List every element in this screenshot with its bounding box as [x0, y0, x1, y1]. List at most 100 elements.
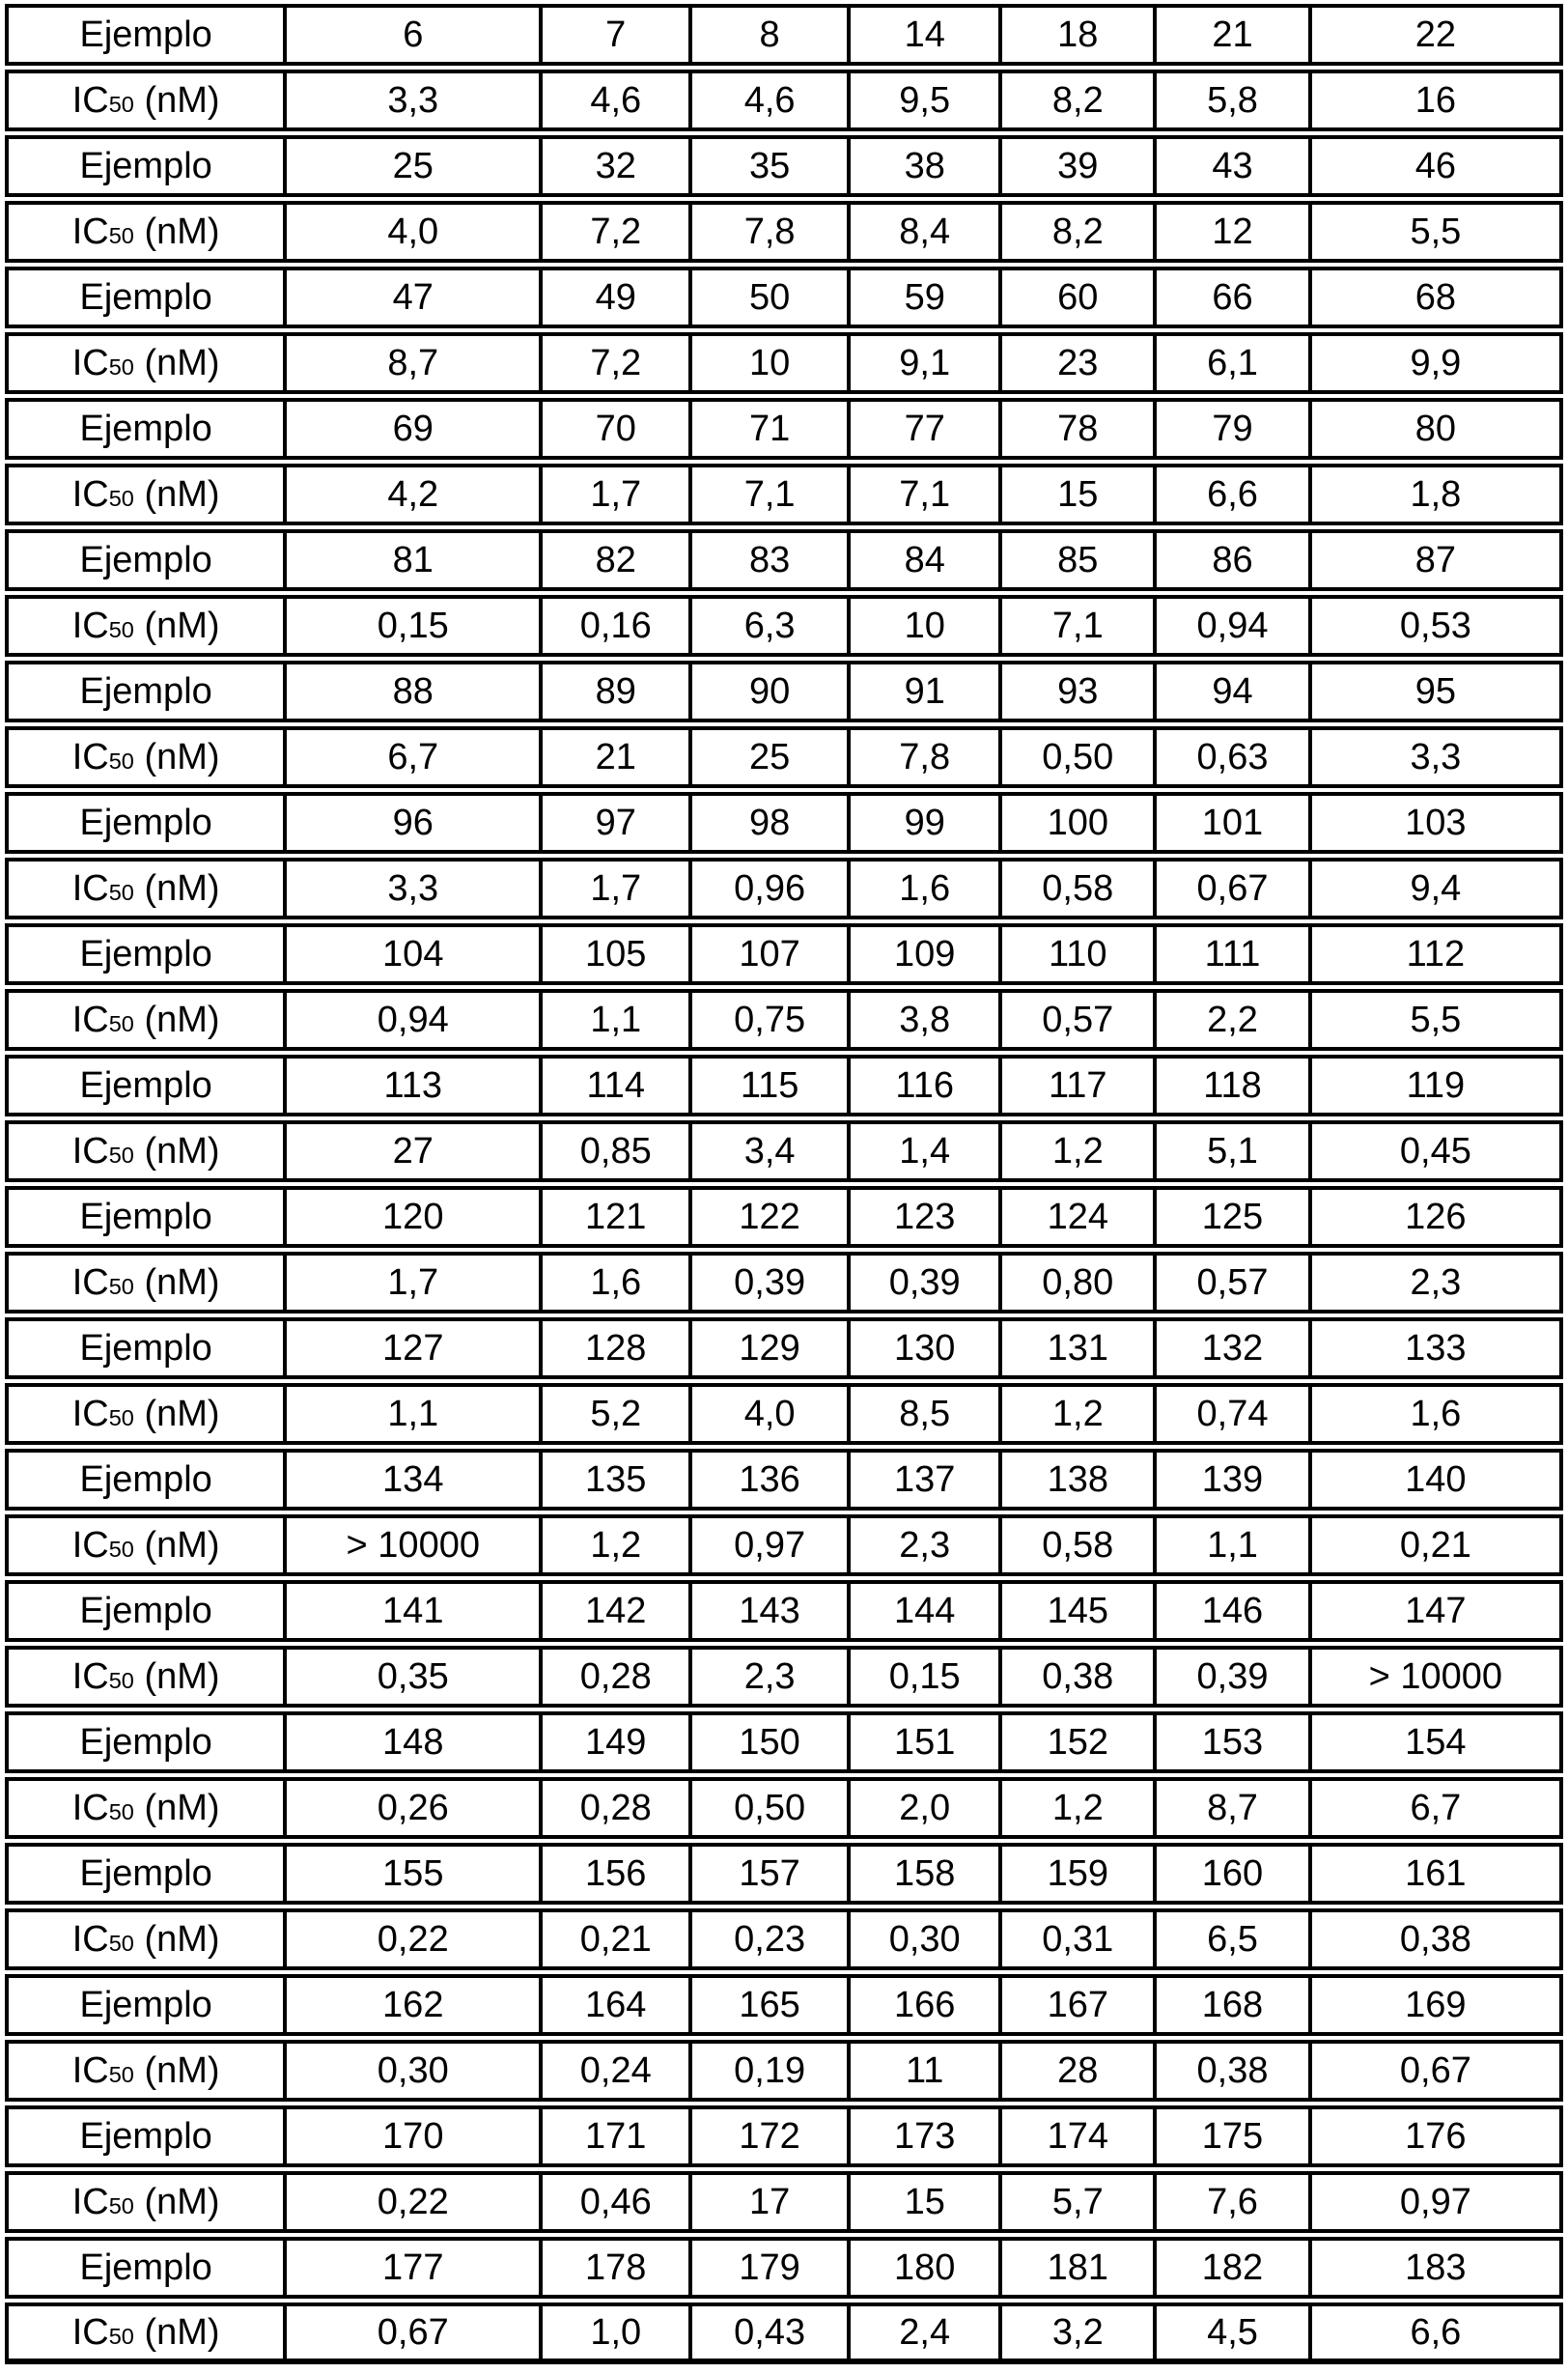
example-row: Ejemplo 127 128 129 130 131 132 133 [5, 1317, 1563, 1379]
ic50-value-cell: 16 [1414, 80, 1456, 121]
example-number-cell: 159 [1002, 1847, 1158, 1901]
ic50-value-cell: 7,2 [543, 205, 693, 259]
ic50-value-cell: 7,1 [1002, 599, 1158, 653]
ic50-value-cell: 1,1 [287, 1387, 544, 1441]
ic50-value-cell: 1,4 [851, 1124, 1003, 1178]
ic50-value-cell: 7,8 [851, 730, 1003, 784]
ic50-value-cell: 0,30 [287, 2044, 544, 2098]
ic50-value-cell: 12 [1157, 205, 1312, 259]
example-number-cell: 80 [1414, 409, 1456, 449]
example-number-cell: 98 [692, 796, 852, 850]
example-number-cell: 93 [1002, 664, 1158, 719]
ic50-label-prefix: IC [71, 606, 109, 646]
example-number-cell: 177 [287, 2241, 544, 2295]
ic50-label-prefix: IC [71, 868, 109, 909]
ic50-row: IC 50 (nM) 0,35 0,28 2,3 0,15 0,38 0,39 > 10000 [5, 1646, 1563, 1708]
example-row: Ejemplo 134 135 136 137 138 139 140 [5, 1449, 1563, 1511]
ic50-value-cell: 0,80 [1002, 1256, 1158, 1310]
ic50-value-cell: 17 [692, 2175, 852, 2229]
example-number-cell: 161 [1405, 1853, 1467, 1894]
example-number-cell: 88 [287, 664, 544, 719]
row-label-ic50: IC 50 (nM) [9, 599, 288, 653]
ic50-value-cell: 0,57 [1002, 993, 1158, 1047]
example-row: Ejemplo 177 178 179 180 181 182 183 [5, 2237, 1563, 2299]
ic50-value-cell: 1,2 [543, 1518, 693, 1572]
row-label-ic50: IC 50 (nM) [9, 730, 288, 784]
ic50-value-cell: 27 [287, 1124, 544, 1178]
example-number-cell: 118 [1157, 1059, 1312, 1113]
ic50-value-cell: 1,2 [1002, 1781, 1158, 1835]
example-number-cell: 168 [1157, 1978, 1312, 2032]
ic50-value-cell: 0,16 [543, 599, 693, 653]
example-number-cell: 140 [1405, 1459, 1467, 1500]
ic50-label-suffix: (nM) [133, 2312, 220, 2353]
ic50-label-suffix: (nM) [133, 2050, 220, 2091]
row-label-example: Ejemplo [9, 927, 288, 981]
example-number-cell: 107 [692, 927, 852, 981]
row-label-example: Ejemplo [9, 8, 288, 62]
ic50-row: IC 50 (nM) 0,67 1,0 0,43 2,4 3,2 4,5 6,6 [5, 2302, 1563, 2364]
ic50-row: IC 50 (nM) 3,3 1,7 0,96 1,6 0,58 0,67 9,4 [5, 858, 1563, 919]
ic50-value-cell: 1,1 [1157, 1518, 1312, 1572]
ic50-value-cell: 11 [851, 2044, 1003, 2098]
example-number-cell: 174 [1002, 2109, 1158, 2163]
example-number-cell: 87 [1414, 540, 1456, 580]
example-number-cell: 100 [1002, 796, 1158, 850]
example-number-cell: 38 [851, 139, 1003, 193]
ic50-value-cell: 0,15 [851, 1650, 1003, 1704]
ic50-value-cell: 3,3 [287, 73, 544, 127]
ic50-value-cell: 3,3 [287, 862, 544, 916]
ic50-value-cell: 2,2 [1157, 993, 1312, 1047]
ic50-value-cell: 0,43 [692, 2306, 852, 2359]
example-row: Ejemplo 170 171 172 173 174 175 176 [5, 2105, 1563, 2167]
ic50-value-cell: 0,35 [287, 1650, 544, 1704]
example-number-cell: 173 [851, 2109, 1003, 2163]
example-number-cell: 39 [1002, 139, 1158, 193]
example-number-cell: 142 [543, 1584, 693, 1638]
ic50-value-cell: 0,97 [1399, 2182, 1471, 2222]
example-number-cell: 81 [287, 533, 544, 587]
row-label-example: Ejemplo [9, 796, 288, 850]
ic50-value-cell: 5,5 [1410, 1000, 1462, 1040]
row-label-ic50: IC 50 (nM) [9, 467, 288, 522]
example-number-cell: 78 [1002, 402, 1158, 456]
ic50-value-cell: 1,0 [543, 2306, 693, 2359]
example-number-cell: 153 [1157, 1715, 1312, 1769]
example-number-cell: 132 [1157, 1321, 1312, 1375]
ic50-value-cell: 1,2 [1002, 1387, 1158, 1441]
example-number-cell: 115 [692, 1059, 852, 1113]
example-row: Ejemplo 113 114 115 116 117 118 119 [5, 1055, 1563, 1116]
row-label-ic50: IC 50 (nM) [9, 73, 288, 127]
ic50-label-suffix: (nM) [133, 1788, 220, 1828]
example-number-cell: 136 [692, 1453, 852, 1507]
example-number-cell: 97 [543, 796, 693, 850]
example-number-cell: 126 [1405, 1197, 1467, 1237]
example-number-cell: 22 [1414, 14, 1456, 55]
ic50-value-cell: 15 [1002, 467, 1158, 522]
ic50-row: IC 50 (nM) 3,3 4,6 4,6 9,5 8,2 5,8 16 [5, 70, 1563, 131]
example-number-cell: 150 [692, 1715, 852, 1769]
ic50-label-prefix: IC [71, 1262, 109, 1303]
ic50-value-cell: 0,24 [543, 2044, 693, 2098]
example-number-cell: 124 [1002, 1190, 1158, 1244]
ic50-value-cell: 9,4 [1410, 868, 1462, 909]
row-label-example: Ejemplo [9, 270, 288, 325]
example-number-cell: 69 [287, 402, 544, 456]
example-number-cell: 32 [543, 139, 693, 193]
example-number-cell: 125 [1157, 1190, 1312, 1244]
ic50-value-cell: 1,6 [543, 1256, 693, 1310]
example-number-cell: 14 [851, 8, 1003, 62]
ic50-label-prefix: IC [71, 1000, 109, 1040]
example-number-cell: 94 [1157, 664, 1312, 719]
ic50-row: IC 50 (nM) > 10000 1,2 0,97 2,3 0,58 1,1 0,21 [5, 1514, 1563, 1576]
row-label-ic50: IC 50 (nM) [9, 336, 288, 390]
example-number-cell: 79 [1157, 402, 1312, 456]
ic50-value-cell: 6,1 [1157, 336, 1312, 390]
row-label-ic50: IC 50 (nM) [9, 862, 288, 916]
ic50-label-prefix: IC [71, 1394, 109, 1434]
ic50-value-cell: 0,26 [287, 1781, 544, 1835]
ic50-label-prefix: IC [71, 1788, 109, 1828]
example-number-cell: 111 [1157, 927, 1312, 981]
example-row: Ejemplo 69 70 71 77 78 79 80 [5, 398, 1563, 460]
